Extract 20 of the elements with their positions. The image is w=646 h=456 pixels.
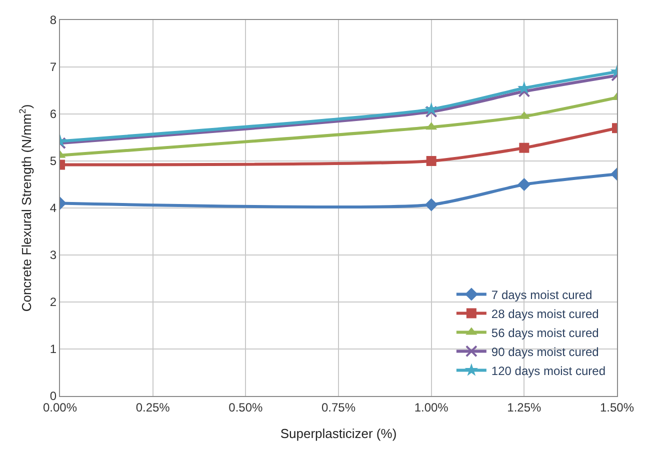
x-tick-label: 0.50%: [228, 400, 264, 414]
y-tick-label: 5: [50, 154, 57, 168]
x-tick-label: 0.75%: [321, 400, 356, 414]
x-tick-label: 1.00%: [414, 400, 449, 414]
legend-label: 7 days moist cured: [491, 288, 592, 302]
x-tick-label: 0.25%: [136, 400, 170, 414]
y-tick-label: 8: [50, 13, 57, 28]
y-tick-label: 7: [50, 60, 57, 74]
y-tick-label: 6: [50, 107, 57, 122]
x-tick-label: 1.25%: [507, 400, 542, 414]
x-tick-label: 1.50%: [600, 400, 634, 414]
y-tick-label: 3: [50, 248, 57, 262]
legend-label: 56 days moist cured: [491, 326, 599, 340]
legend-label: 90 days moist cured: [491, 344, 599, 359]
y-tick-label: 4: [50, 201, 57, 216]
legend-label: 28 days moist cured: [491, 306, 599, 321]
y-tick-label: 1: [50, 342, 57, 356]
legend-label: 120 days moist cured: [491, 364, 606, 378]
y-tick-label: 2: [50, 295, 57, 310]
x-axis-title: Superplasticizer (%): [280, 426, 397, 441]
